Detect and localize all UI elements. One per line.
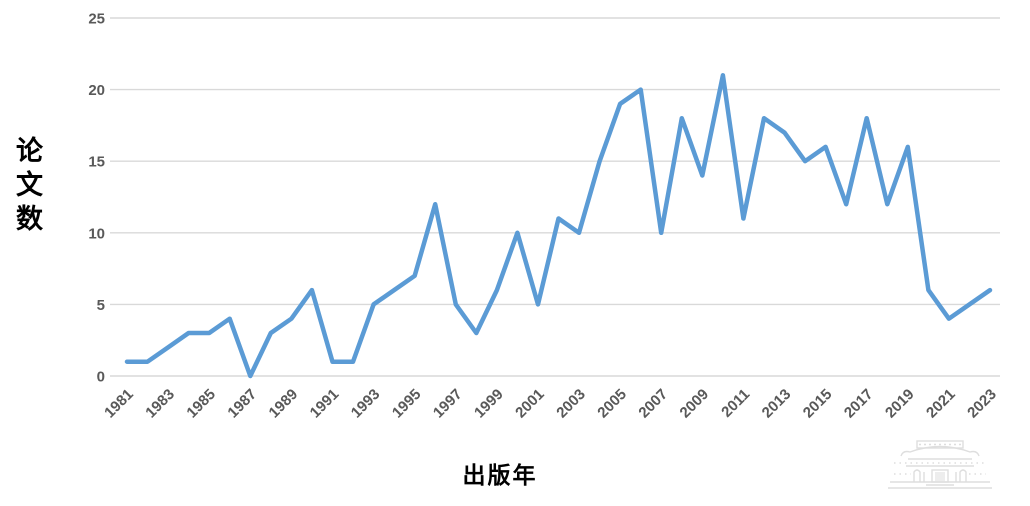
x-tick-label: 2017 bbox=[841, 386, 877, 422]
x-tick-label: 2009 bbox=[677, 386, 713, 422]
x-tick-label: 1999 bbox=[471, 386, 507, 422]
x-tick-label: 2023 bbox=[964, 386, 1000, 422]
chinese-gate-building-watermark-icon bbox=[888, 440, 992, 489]
x-tick-label: 2007 bbox=[635, 386, 671, 422]
x-tick-label: 2005 bbox=[594, 386, 630, 422]
x-tick-label: 2011 bbox=[718, 386, 753, 421]
y-tick-label: 5 bbox=[97, 297, 105, 314]
x-tick-label: 1993 bbox=[348, 386, 384, 422]
x-tick-label: 1995 bbox=[389, 386, 425, 422]
y-tick-label: 0 bbox=[97, 369, 105, 386]
x-tick-label: 1983 bbox=[142, 386, 178, 422]
x-tick-label: 1997 bbox=[430, 386, 466, 422]
x-tick-label: 1987 bbox=[224, 386, 260, 422]
x-tick-label: 1989 bbox=[266, 386, 302, 422]
x-tick-label: 2021 bbox=[923, 386, 959, 422]
y-tick-label: 10 bbox=[88, 225, 105, 242]
x-tick-label: 2013 bbox=[759, 386, 795, 422]
x-tick-label: 1985 bbox=[183, 386, 219, 422]
x-tick-label: 2001 bbox=[512, 386, 548, 422]
x-tick-label: 2019 bbox=[882, 386, 918, 422]
y-axis-title: 论文数 bbox=[11, 136, 42, 238]
series-line bbox=[124, 73, 993, 379]
x-tick-label: 1981 bbox=[101, 386, 137, 422]
y-tick-label: 25 bbox=[88, 11, 105, 28]
x-tick-label: 2003 bbox=[553, 386, 589, 422]
y-tick-label: 20 bbox=[88, 82, 105, 99]
y-tick-label: 15 bbox=[88, 154, 105, 171]
x-axis-title: 出版年 bbox=[462, 463, 538, 489]
x-tick-label: 1991 bbox=[307, 386, 343, 422]
x-tick-label: 2015 bbox=[800, 386, 836, 422]
